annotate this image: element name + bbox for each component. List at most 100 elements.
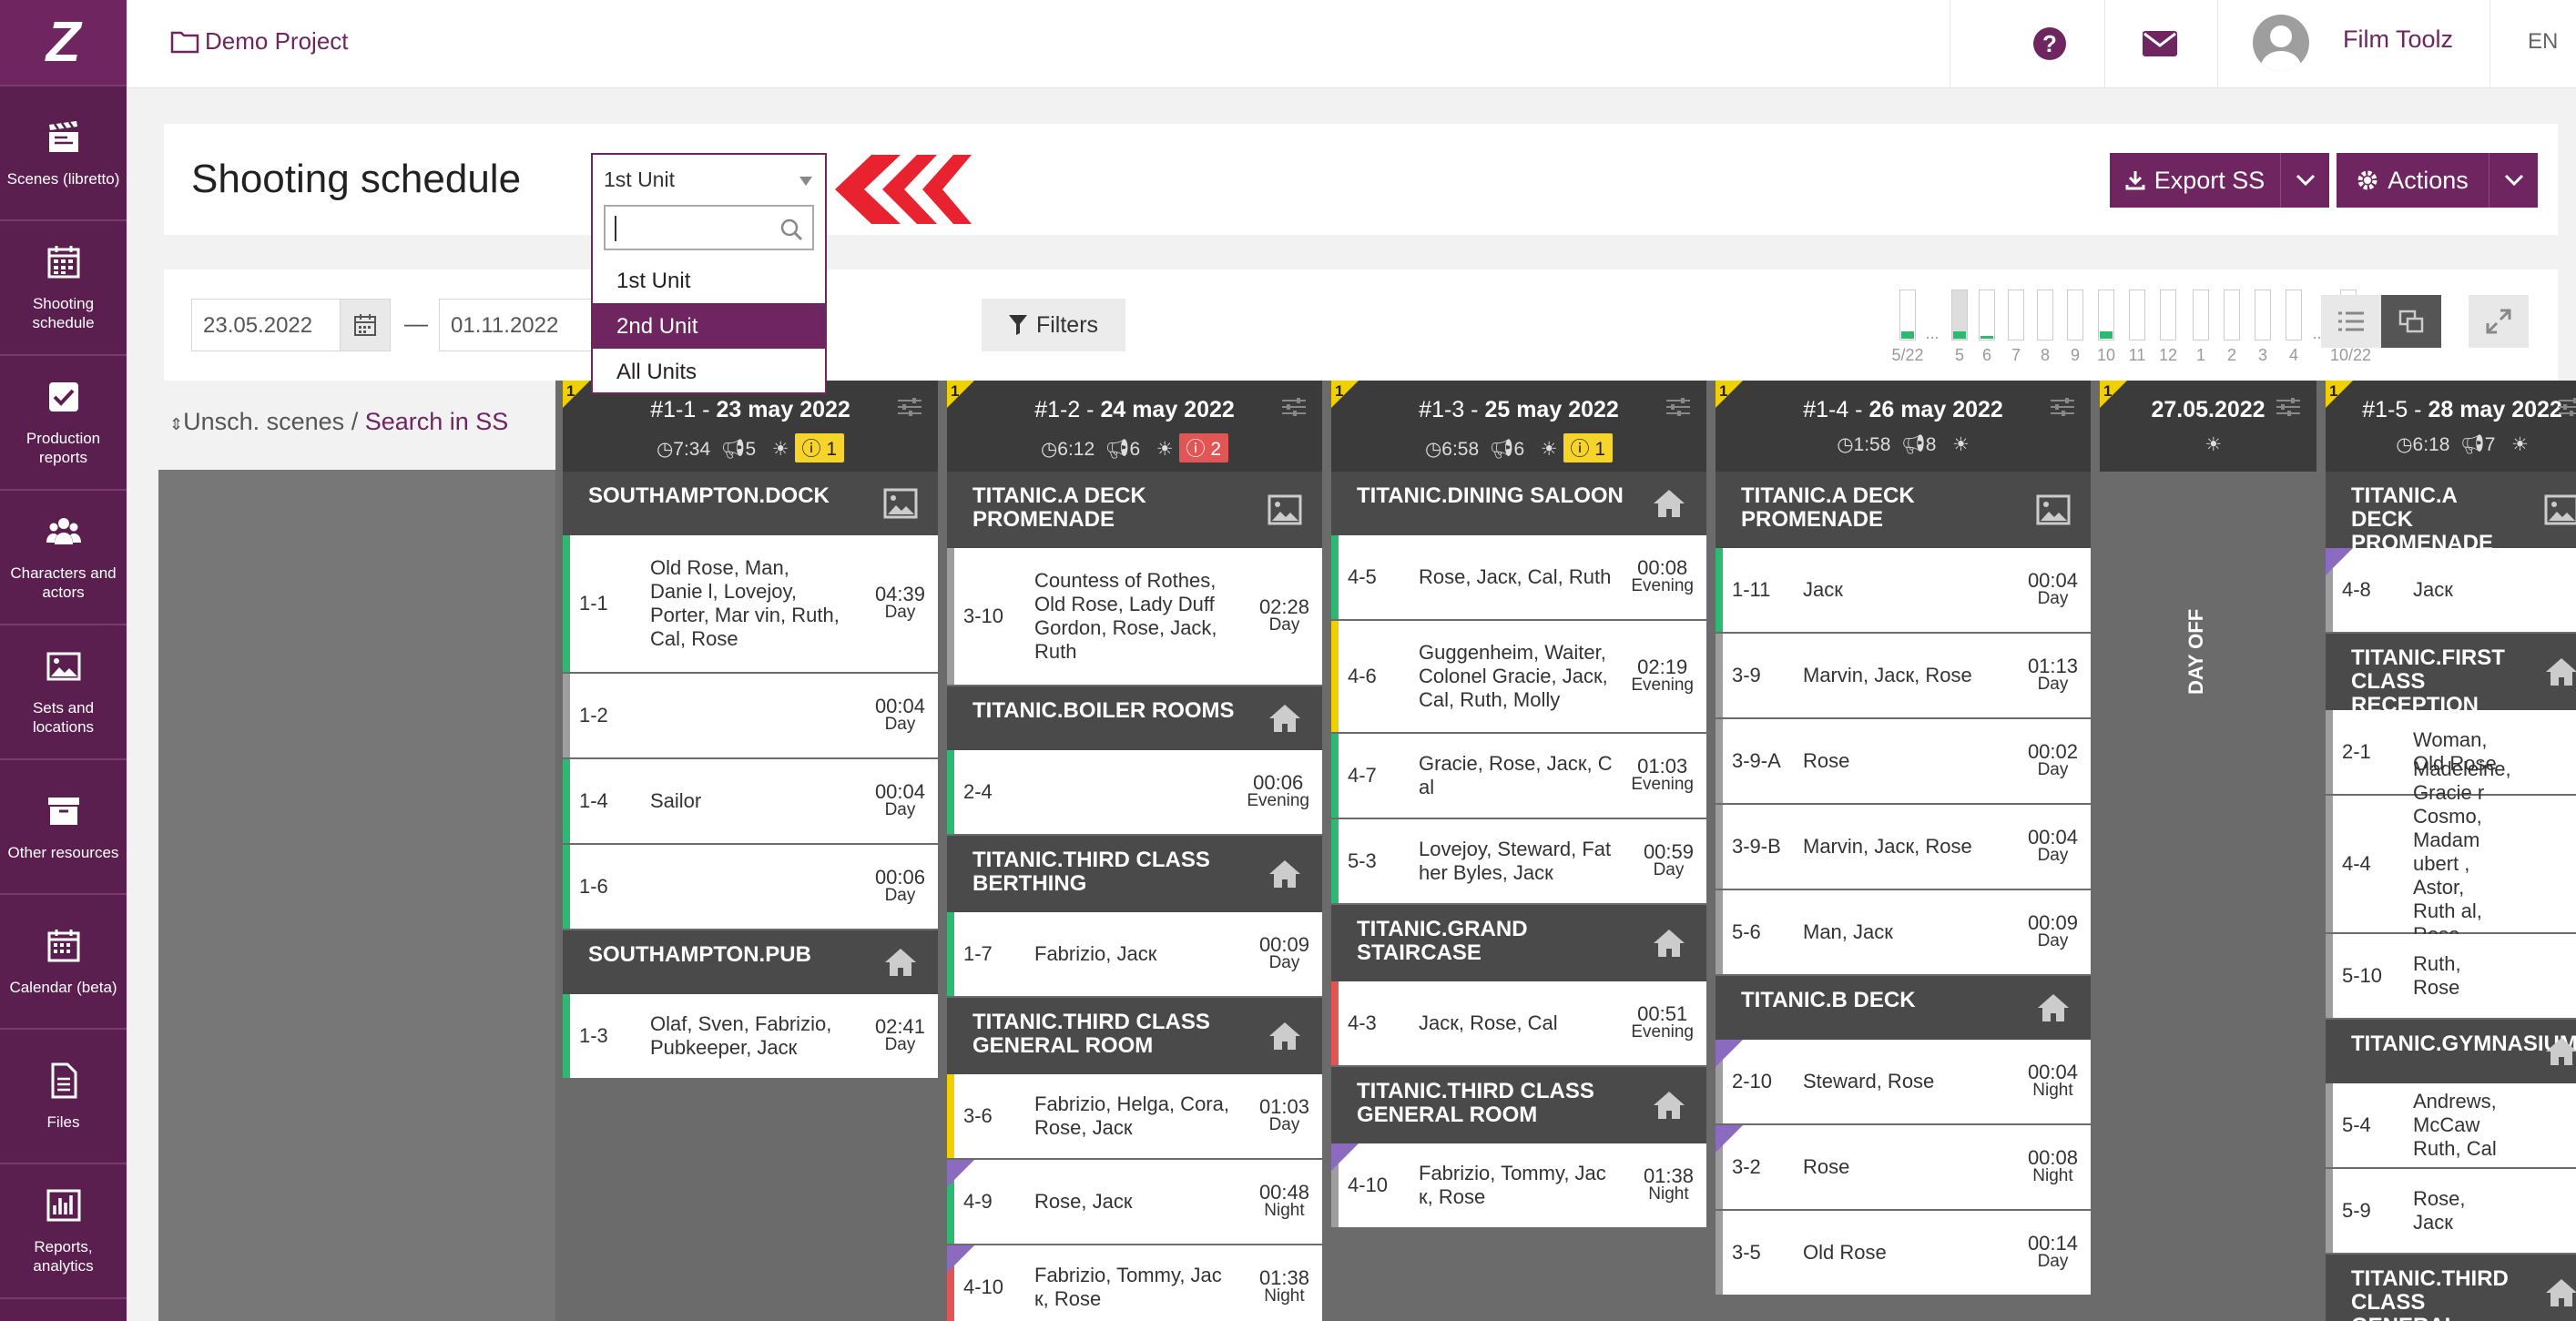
scene-card[interactable]: 5-6 Man, Jacк 00:09 Day bbox=[1716, 890, 2091, 976]
sliders-icon[interactable] bbox=[898, 397, 921, 417]
scene-card[interactable]: 3-2 Rose 00:08 Night bbox=[1716, 1125, 2091, 1211]
sort-icon[interactable]: ⇕ bbox=[169, 415, 184, 433]
scene-card[interactable]: 1-3 Olaf, Sven, Fabrizio, Pubkeeper, Jacк… bbox=[563, 994, 938, 1080]
board-view-icon[interactable] bbox=[2381, 295, 2441, 348]
expand-icon[interactable] bbox=[2469, 295, 2529, 348]
scene-card[interactable]: 5-3 Lovejoy, Steward, Fat her Byles, Jacк… bbox=[1331, 819, 1706, 905]
filters-button[interactable]: Filters bbox=[982, 299, 1125, 351]
sliders-icon[interactable] bbox=[2559, 397, 2576, 417]
day-overview-bar[interactable] bbox=[2008, 290, 2024, 340]
sliders-icon[interactable] bbox=[1666, 397, 1690, 417]
export-ss-dropdown[interactable] bbox=[2280, 153, 2329, 208]
scene-card[interactable]: 4-9 Rose, Jacк 00:48 Night bbox=[947, 1160, 1322, 1245]
day-header[interactable]: 1 #1-5 - 28 may 2022 ◷6:18 📢︎7 ☀ bbox=[2326, 381, 2576, 472]
location-header[interactable]: TITANIC.B DECK bbox=[1716, 976, 2091, 1040]
project-link[interactable]: Demo Project bbox=[170, 27, 349, 56]
scene-card[interactable]: 4-8 Jacк bbox=[2326, 548, 2576, 634]
day-overview-bar[interactable] bbox=[1979, 290, 1995, 340]
day-overview-bar[interactable] bbox=[1951, 290, 1968, 340]
day-overview-bar[interactable] bbox=[2193, 290, 2209, 340]
unit-search-input[interactable] bbox=[604, 205, 814, 250]
location-header[interactable]: TITANIC.THIRD CLASS BERTHING bbox=[947, 836, 1322, 912]
scene-card[interactable]: 1-2 00:04 Day bbox=[563, 674, 938, 759]
sidebar-item-sets-and-locations[interactable]: Sets and locations bbox=[0, 625, 127, 760]
language-switch[interactable]: EN bbox=[2528, 29, 2559, 54]
export-ss-button[interactable]: Export SS bbox=[2110, 153, 2280, 208]
location-header[interactable]: SOUTHAMPTON.DOCK bbox=[563, 472, 938, 535]
help-icon[interactable]: ? bbox=[2033, 27, 2066, 60]
day-header[interactable]: 1 #1-1 - 23 may 2022 ◷7:34 📢︎5 ☀ ⓘ 1 bbox=[563, 381, 938, 472]
search-in-ss-link[interactable]: Search in SS bbox=[364, 408, 509, 435]
scene-card[interactable]: 5-10 Ruth, Rose bbox=[2326, 934, 2576, 1020]
user-name[interactable]: Film Toolz bbox=[2343, 25, 2454, 53]
day-overview-bar[interactable] bbox=[2224, 290, 2240, 340]
scene-card[interactable]: 2-4 00:06 Evening bbox=[947, 750, 1322, 836]
unit-option-all[interactable]: All Units bbox=[616, 360, 697, 384]
scene-card[interactable]: 3-5 Old Rose 00:14 Day bbox=[1716, 1211, 2091, 1296]
actions-dropdown[interactable] bbox=[2489, 153, 2538, 208]
sliders-icon[interactable] bbox=[2051, 397, 2074, 417]
location-header[interactable]: TITANIC.THIRD CLASS GENERAL ROOM bbox=[2326, 1255, 2576, 1321]
day-overview-bar[interactable] bbox=[2067, 290, 2083, 340]
day-header[interactable]: 1 #1-4 - 26 may 2022 ◷1:58 📢︎8 ☀ bbox=[1716, 381, 2091, 472]
warning-badge[interactable]: ⓘ 1 bbox=[1563, 433, 1614, 462]
sidebar-item-production-reports[interactable]: Production reports bbox=[0, 356, 127, 491]
scene-card[interactable]: 3-6 Fabrizio, Helga, Cora, Rose, Jacк 01:0… bbox=[947, 1074, 1322, 1160]
unit-option-2nd[interactable]: 2nd Unit bbox=[593, 303, 825, 349]
day-overview-bar[interactable] bbox=[2129, 290, 2145, 340]
sidebar-item-characters-and-actors[interactable]: Characters and actors bbox=[0, 491, 127, 625]
sidebar-item-other-resources[interactable]: Other resources bbox=[0, 760, 127, 895]
calendar-icon[interactable] bbox=[340, 299, 391, 351]
day-overview-bar[interactable] bbox=[2286, 290, 2302, 340]
sidebar-item-calendar-beta[interactable]: Calendar (beta) bbox=[0, 895, 127, 1030]
scene-card[interactable]: 4-3 Jacк, Rose, Cal 00:51 Evening bbox=[1331, 981, 1706, 1067]
sliders-icon[interactable] bbox=[1282, 397, 1306, 417]
day-overview-bar[interactable] bbox=[1899, 290, 1916, 340]
avatar[interactable] bbox=[2253, 15, 2309, 71]
location-header[interactable]: SOUTHAMPTON.PUB bbox=[563, 930, 938, 994]
day-header[interactable]: 1 27.05.2022 ☀ bbox=[2100, 381, 2316, 472]
sidebar-item-scenes-libretto[interactable]: Scenes (libretto) bbox=[0, 86, 127, 221]
location-header[interactable]: TITANIC.DINING SALOON bbox=[1331, 472, 1706, 535]
list-view-icon[interactable] bbox=[2321, 295, 2381, 348]
mail-icon[interactable] bbox=[2143, 31, 2177, 56]
scene-card[interactable]: 2-1 Woman, Old Rose bbox=[2326, 710, 2576, 796]
scene-card[interactable]: 4-5 Rose, Jacк, Cal, Ruth 00:08 Evening bbox=[1331, 535, 1706, 621]
app-logo[interactable]: Z bbox=[0, 0, 127, 86]
day-overview-bar[interactable] bbox=[2037, 290, 2053, 340]
location-header[interactable]: TITANIC.BOILER ROOMS bbox=[947, 686, 1322, 750]
date-from-input[interactable]: 23.05.2022 bbox=[191, 299, 341, 351]
unit-option-1st[interactable]: 1st Unit bbox=[616, 269, 691, 293]
actions-button[interactable]: Actions bbox=[2337, 153, 2489, 208]
scene-card[interactable]: 5-9 Rose, Jacк bbox=[2326, 1169, 2576, 1255]
scene-card[interactable]: 1-4 Sailor 00:04 Day bbox=[563, 759, 938, 845]
warning-badge[interactable]: ⓘ 2 bbox=[1178, 433, 1229, 462]
warning-badge[interactable]: ⓘ 1 bbox=[794, 433, 845, 462]
location-header[interactable]: TITANIC.A DECK PROMENADE bbox=[1716, 472, 2091, 548]
scene-card[interactable]: 3-9 Marvin, Jacк, Rose 01:13 Day bbox=[1716, 634, 2091, 719]
location-header[interactable]: TITANIC.A DECK PROMENADE bbox=[2326, 472, 2576, 555]
location-header[interactable]: TITANIC.THIRD CLASS GENERAL ROOM bbox=[947, 998, 1322, 1074]
unscheduled-scenes-link[interactable]: Unsch. scenes bbox=[183, 408, 345, 435]
scene-card[interactable]: 1-11 Jacк 00:04 Day bbox=[1716, 548, 2091, 634]
scene-card[interactable]: 4-6 Guggenheim, Waiter, Colonel Gracie, J… bbox=[1331, 621, 1706, 734]
scene-card[interactable]: 4-10 Fabrizio, Tommy, Jac к, Rose 01:38 Nig… bbox=[1331, 1143, 1706, 1229]
location-header[interactable]: TITANIC.GRAND STAIRCASE bbox=[1331, 905, 1706, 981]
day-overview-bar[interactable] bbox=[2255, 290, 2271, 340]
scene-card[interactable]: 1-7 Fabrizio, Jacк 00:09 Day bbox=[947, 912, 1322, 998]
sidebar-item-reports-analytics[interactable]: Reports, analytics bbox=[0, 1164, 127, 1299]
scene-card[interactable]: 3-9-B Marvin, Jacк, Rose 00:04 Day bbox=[1716, 805, 2091, 890]
day-header[interactable]: 1 #1-2 - 24 may 2022 ◷6:12 📢︎6 ☀ ⓘ 2 bbox=[947, 381, 1322, 472]
location-header[interactable]: TITANIC.A DECK PROMENADE bbox=[947, 472, 1322, 548]
scene-card[interactable]: 4-4 Madeleine, Gracie r Cosmo, Madam uber… bbox=[2326, 757, 2576, 970]
sidebar-item-shooting-schedule[interactable]: Shooting schedule bbox=[0, 221, 127, 356]
sliders-icon[interactable] bbox=[2276, 397, 2300, 417]
scene-card[interactable]: 2-10 Steward, Rose 00:04 Night bbox=[1716, 1040, 2091, 1125]
scene-card[interactable]: 3-9-A Rose 00:02 Day bbox=[1716, 719, 2091, 805]
scene-card[interactable]: 4-10 Fabrizio, Tommy, Jac к, Rose 01:38 Nig… bbox=[947, 1245, 1322, 1321]
sidebar-item-files[interactable]: Files bbox=[0, 1030, 127, 1164]
location-header[interactable]: TITANIC.THIRD CLASS GENERAL ROOM bbox=[1331, 1067, 1706, 1143]
scene-card[interactable]: 1-6 00:06 Day bbox=[563, 845, 938, 930]
scene-card[interactable]: 5-4 Andrews, McCaw Ruth, Cal bbox=[2326, 1083, 2576, 1169]
day-header[interactable]: 1 #1-3 - 25 may 2022 ◷6:58 📢︎6 ☀ ⓘ 1 bbox=[1331, 381, 1706, 472]
